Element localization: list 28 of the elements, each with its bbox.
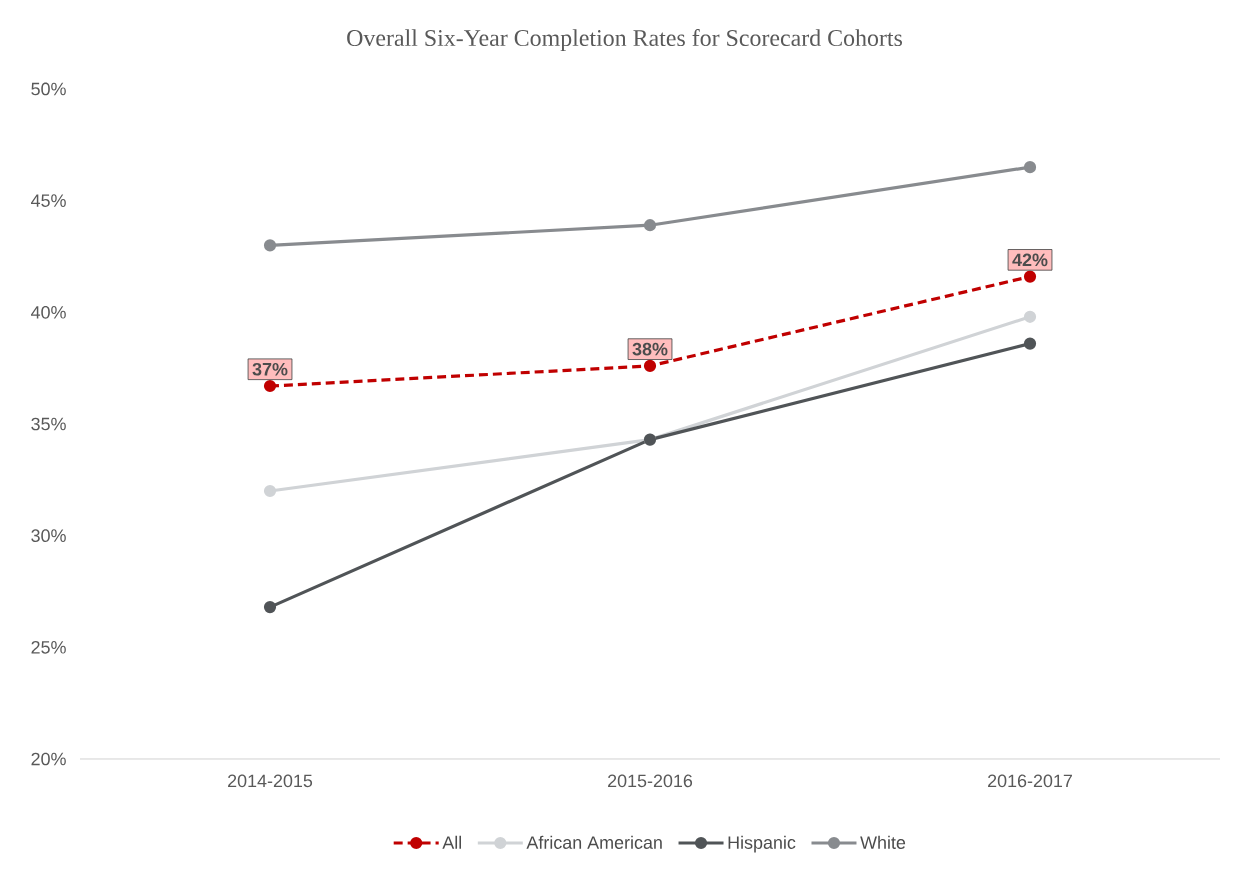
y-tick-label: 35% <box>31 417 66 431</box>
legend-label: White <box>860 835 906 849</box>
x-tick-label: 2015-2016 <box>608 774 693 788</box>
point <box>643 359 657 373</box>
y-tick-label: 30% <box>31 529 66 542</box>
point <box>1023 270 1037 283</box>
point <box>643 219 657 232</box>
data-label: 38% <box>632 342 668 356</box>
x-tick-label: 2014-2015 <box>228 774 313 788</box>
point <box>1023 161 1037 174</box>
legend-label: Hispanic <box>728 835 796 853</box>
x-tick-label: 2016-2017 <box>988 774 1072 788</box>
legend-label: African American <box>526 835 662 849</box>
y-tick-label: 50% <box>31 82 66 96</box>
point <box>263 484 277 498</box>
data-label: 37% <box>252 362 288 376</box>
data-label: 42% <box>1012 253 1048 267</box>
point <box>1023 310 1037 323</box>
point <box>1023 337 1037 350</box>
chart-title: Overall Six-Year Completion Rates for Scorecard Cohorts <box>347 29 903 51</box>
point <box>263 601 277 614</box>
point <box>263 239 277 252</box>
y-tick-label: 25% <box>31 640 66 654</box>
y-tick-label: 20% <box>31 752 66 766</box>
y-tick-label: 45% <box>31 194 66 207</box>
point <box>263 379 277 393</box>
y-tick-label: 40% <box>31 305 66 319</box>
legend-label: All <box>442 835 462 849</box>
